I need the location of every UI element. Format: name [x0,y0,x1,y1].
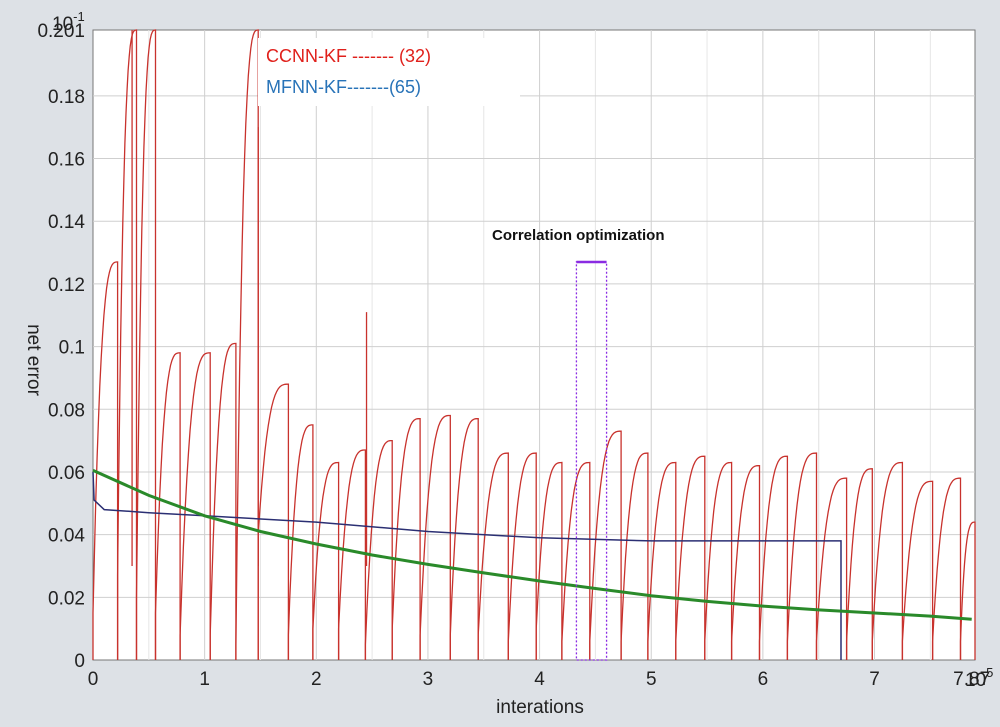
y-axis-title: net error [23,324,44,396]
x-axis-multiplier-exponent: 5 [986,665,993,680]
legend-box [258,38,520,106]
y-tick-label: 0.18 [48,87,85,108]
x-tick-label: 0 [88,669,99,690]
ccnn-kf-series-segment [758,455,789,660]
y-tick-label: 0.08 [48,400,85,421]
mfnn-kf-series-line [92,471,842,660]
y-tick-label: 0.16 [48,150,85,171]
y-tick-label: 0 [74,651,85,672]
x-tick-label: 3 [423,669,434,690]
x-tick-label: 7.87 [953,669,990,690]
y-tick-label: 0.04 [48,526,85,547]
plot-area [92,29,976,661]
ccnn-kf-series-segment [312,461,340,660]
ccnn-kf-series-segment [257,383,290,660]
x-tick-label: 6 [758,669,769,690]
ccnn-kf-series-segment [901,480,934,660]
ccnn-kf-series-segment [675,455,706,660]
y-axis-multiplier: 10-1 [52,9,85,35]
y-tick-label: 0.06 [48,463,85,484]
ccnn-kf-series-segment [535,461,563,660]
trend-series-line [92,469,972,621]
y-tick-label: 0.201 [37,21,85,42]
ccnn-kf-series-segment [179,352,211,660]
x-tick-label: 5 [646,669,657,690]
ccnn-kf-series-segment [449,418,479,660]
ccnn-kf-series-segment [507,452,537,660]
ccnn-kf-series-segment [287,424,314,660]
ccnn-kf-series-segment [620,452,649,660]
ccnn-kf-series-segment [419,414,451,660]
ccnn-kf-series-segment [959,521,976,660]
x-tick-labels: 0 1 2 3 4 5 6 7 7.87 [88,669,990,690]
ccnn-kf-series-segment [235,29,259,660]
ccnn-kf-series-segment [364,439,393,660]
ccnn-kf-series-segment [154,352,181,660]
ccnn-kf-series-segment [786,452,818,660]
correlation-optimization-annotation: Correlation optimization [492,227,665,244]
x-axis-multiplier: 105 [965,665,993,691]
ccnn-kf-series-segment [391,418,421,660]
x-tick-label: 1 [199,669,210,690]
series-group [92,29,976,661]
ccnn-kf-series-segment [815,477,848,660]
ccnn-kf-series-segment [209,342,237,660]
ccnn-kf-series-segment [931,477,962,660]
ccnn-kf-series-segment [135,29,157,660]
ccnn-kf-series-segment [92,261,119,660]
x-tick-label: 4 [534,669,545,690]
ccnn-kf-series-segment [730,465,761,660]
ccnn-kf-series-segment [477,452,509,660]
legend-entry-mfnn-kf: MFNN-KF-------(65) [266,77,421,97]
x-tick-label: 7 [869,669,880,690]
ccnn-kf-series-segment [704,461,733,660]
grid-lines [93,30,975,660]
y-tick-label: 0.02 [48,588,85,609]
x-axis-multiplier-base: 10 [965,670,986,691]
y-axis-multiplier-exponent: -1 [73,9,85,24]
ccnn-kf-series-segment [589,430,622,660]
ccnn-kf-series-segment [647,461,677,660]
y-tick-label: 0.14 [48,212,85,233]
x-tick-label: 2 [311,669,322,690]
legend-entry-ccnn-kf: CCNN-KF ------- (32) [266,46,431,66]
y-tick-labels: 0 0.02 0.04 0.06 0.08 0.1 0.12 0.14 0.16 0.18 0.20… [37,21,85,672]
y-tick-label: 0.12 [48,275,85,296]
correlation-marker-box [575,261,608,661]
y-axis-multiplier-base: 10 [52,14,73,35]
ccnn-kf-series-segment [337,449,367,660]
y-tick-label: 0.1 [59,338,85,359]
x-axis-title: interations [496,697,584,718]
ccnn-kf-series-segment [871,461,904,660]
ccnn-kf-series-segment [116,29,138,660]
ccnn-kf-series-segment [845,468,873,660]
